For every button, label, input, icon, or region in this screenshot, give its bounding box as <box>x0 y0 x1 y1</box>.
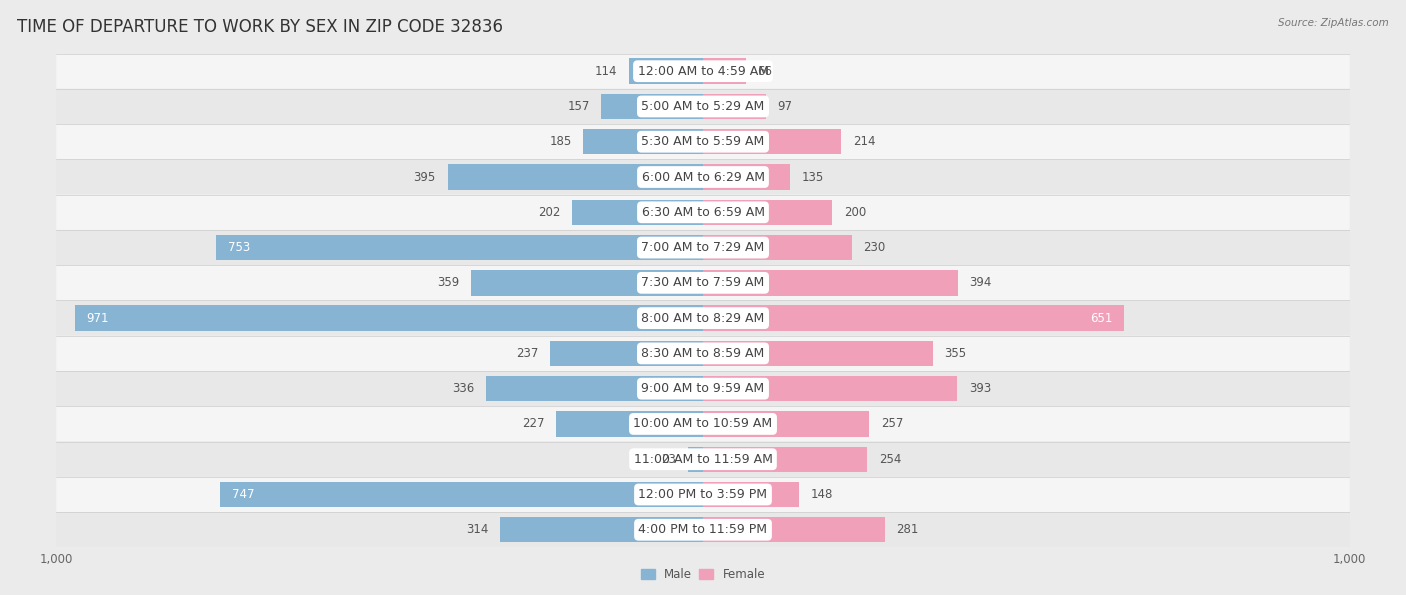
Text: 114: 114 <box>595 65 617 78</box>
Bar <box>703 58 745 84</box>
Text: 12:00 AM to 4:59 AM: 12:00 AM to 4:59 AM <box>637 65 769 78</box>
Text: 4:00 PM to 11:59 PM: 4:00 PM to 11:59 PM <box>638 523 768 536</box>
Text: 7:30 AM to 7:59 AM: 7:30 AM to 7:59 AM <box>641 276 765 289</box>
Bar <box>703 517 884 543</box>
Bar <box>703 235 852 260</box>
FancyBboxPatch shape <box>56 124 1350 159</box>
Bar <box>219 482 703 507</box>
Text: 8:30 AM to 8:59 AM: 8:30 AM to 8:59 AM <box>641 347 765 360</box>
Text: 12:00 PM to 3:59 PM: 12:00 PM to 3:59 PM <box>638 488 768 501</box>
Text: 227: 227 <box>522 418 544 430</box>
Text: 281: 281 <box>897 523 918 536</box>
Bar <box>501 517 703 543</box>
Bar <box>703 164 790 190</box>
Text: 355: 355 <box>945 347 966 360</box>
Text: 97: 97 <box>778 100 793 113</box>
Legend: Male, Female: Male, Female <box>641 568 765 581</box>
Text: Source: ZipAtlas.com: Source: ZipAtlas.com <box>1278 18 1389 28</box>
Text: 6:30 AM to 6:59 AM: 6:30 AM to 6:59 AM <box>641 206 765 219</box>
Text: 202: 202 <box>538 206 561 219</box>
Text: 23: 23 <box>662 453 676 466</box>
Text: 157: 157 <box>568 100 591 113</box>
Bar <box>703 341 932 366</box>
Text: 747: 747 <box>232 488 254 501</box>
Text: 148: 148 <box>810 488 832 501</box>
FancyBboxPatch shape <box>56 159 1350 195</box>
FancyBboxPatch shape <box>56 477 1350 512</box>
Bar <box>703 482 799 507</box>
Bar <box>630 58 703 84</box>
Bar <box>703 305 1123 331</box>
FancyBboxPatch shape <box>56 300 1350 336</box>
FancyBboxPatch shape <box>56 195 1350 230</box>
Text: 651: 651 <box>1090 312 1112 325</box>
FancyBboxPatch shape <box>56 89 1350 124</box>
Text: 359: 359 <box>437 276 460 289</box>
Text: 393: 393 <box>969 382 991 395</box>
Bar <box>703 446 868 472</box>
Text: 135: 135 <box>801 171 824 183</box>
FancyBboxPatch shape <box>56 230 1350 265</box>
Bar <box>75 305 703 331</box>
Text: 394: 394 <box>970 276 991 289</box>
Text: 5:00 AM to 5:29 AM: 5:00 AM to 5:29 AM <box>641 100 765 113</box>
FancyBboxPatch shape <box>56 512 1350 547</box>
Bar <box>572 199 703 225</box>
Bar <box>602 94 703 119</box>
Text: 8:00 AM to 8:29 AM: 8:00 AM to 8:29 AM <box>641 312 765 325</box>
Text: 971: 971 <box>87 312 110 325</box>
Text: 200: 200 <box>844 206 866 219</box>
FancyBboxPatch shape <box>56 406 1350 441</box>
Text: 254: 254 <box>879 453 901 466</box>
Text: 237: 237 <box>516 347 538 360</box>
FancyBboxPatch shape <box>56 336 1350 371</box>
Text: 5:30 AM to 5:59 AM: 5:30 AM to 5:59 AM <box>641 135 765 148</box>
Bar <box>688 446 703 472</box>
Bar <box>703 129 841 155</box>
Text: 6:00 AM to 6:29 AM: 6:00 AM to 6:29 AM <box>641 171 765 183</box>
FancyBboxPatch shape <box>56 441 1350 477</box>
FancyBboxPatch shape <box>56 371 1350 406</box>
Bar <box>557 411 703 437</box>
Text: 395: 395 <box>413 171 436 183</box>
Bar <box>550 341 703 366</box>
Text: 257: 257 <box>880 418 903 430</box>
Bar <box>485 376 703 402</box>
FancyBboxPatch shape <box>56 54 1350 89</box>
Bar <box>703 411 869 437</box>
Bar <box>583 129 703 155</box>
Text: 10:00 AM to 10:59 AM: 10:00 AM to 10:59 AM <box>634 418 772 430</box>
Text: 314: 314 <box>465 523 488 536</box>
Bar <box>703 94 766 119</box>
Text: 230: 230 <box>863 241 886 254</box>
FancyBboxPatch shape <box>56 265 1350 300</box>
Text: 753: 753 <box>228 241 250 254</box>
Text: 214: 214 <box>853 135 876 148</box>
Bar <box>447 164 703 190</box>
Bar <box>471 270 703 296</box>
Text: 11:00 AM to 11:59 AM: 11:00 AM to 11:59 AM <box>634 453 772 466</box>
Text: TIME OF DEPARTURE TO WORK BY SEX IN ZIP CODE 32836: TIME OF DEPARTURE TO WORK BY SEX IN ZIP … <box>17 18 503 36</box>
Bar <box>703 270 957 296</box>
Bar <box>703 376 957 402</box>
Text: 185: 185 <box>550 135 572 148</box>
Text: 9:00 AM to 9:59 AM: 9:00 AM to 9:59 AM <box>641 382 765 395</box>
Text: 7:00 AM to 7:29 AM: 7:00 AM to 7:29 AM <box>641 241 765 254</box>
Bar <box>703 199 832 225</box>
Text: 66: 66 <box>758 65 772 78</box>
Bar <box>217 235 703 260</box>
Text: 336: 336 <box>451 382 474 395</box>
